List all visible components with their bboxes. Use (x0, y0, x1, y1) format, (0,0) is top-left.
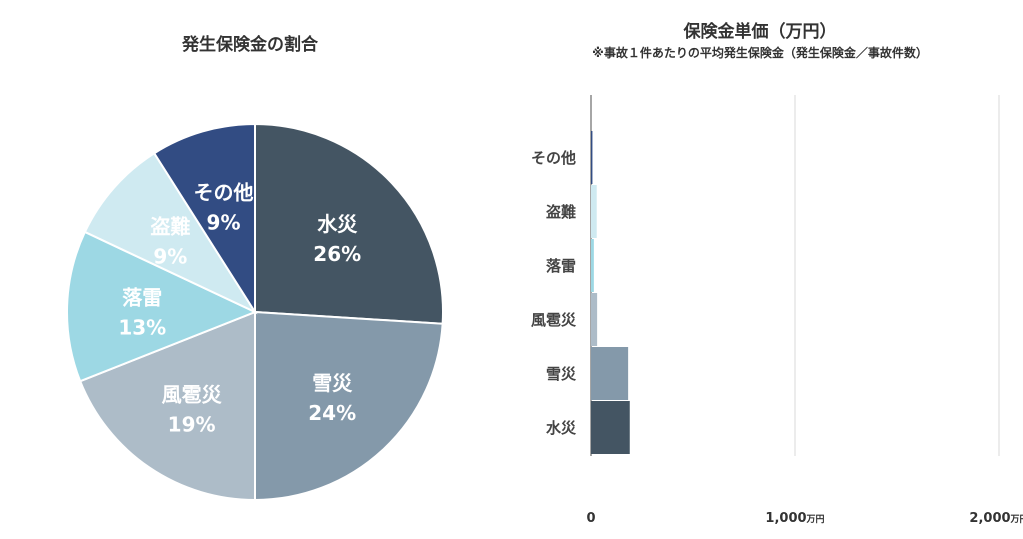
pie-percent-label: 24% (308, 401, 356, 425)
pie-chart-title: 発生保険金の割合 (182, 35, 318, 55)
pie-percent-label: 19% (168, 412, 216, 436)
bar-category-label: その他 (531, 149, 576, 167)
bar-category-label: 盗難 (546, 203, 576, 221)
pie-category-label: その他 (194, 181, 254, 205)
bar-2 (591, 185, 597, 238)
x-tick-label: 1,000万円 (765, 511, 824, 526)
pie-slice-4 (66, 230, 258, 383)
pie-percent-label: 9% (207, 211, 241, 235)
x-tick-label: 0 (586, 511, 595, 526)
pie-category-label: 雪災 (312, 371, 353, 395)
pie-slice-5 (83, 151, 258, 315)
pie-percent-label: 13% (118, 315, 166, 339)
x-tick-label: 2,000万円 (969, 511, 1023, 526)
pie-chart: 水災 26% 雪災 24% 風雹災 19% 落雷 13% 盗難 9% その他 9% (66, 122, 444, 502)
pie-percent-label: 26% (313, 242, 361, 266)
x-tick-unit: 万円 (1010, 514, 1023, 525)
bar-chart-title: 保険金単価（万円） (683, 22, 837, 42)
x-tick-unit: 万円 (806, 514, 825, 525)
bar-6 (591, 401, 630, 454)
bar-chart-subtitle: ※事故１件あたりの平均発生保険金（発生保険金／事故件数） (592, 46, 928, 60)
bar-1 (591, 131, 593, 184)
pie-slice-2 (254, 310, 444, 502)
pie-category-label: 落雷 (122, 285, 162, 309)
pie-category-label: 水災 (317, 212, 358, 236)
bar-4 (591, 293, 598, 346)
bar-category-label: 水災 (546, 419, 577, 437)
bar-3 (591, 239, 594, 292)
pie-slice-3 (78, 310, 256, 502)
pie-category-label: 風雹災 (162, 382, 223, 406)
bar-category-label: 落雷 (546, 257, 576, 275)
bar-category-label: 風雹災 (531, 311, 577, 329)
bar-category-label: 雪災 (546, 365, 577, 383)
pie-slice-1 (254, 122, 444, 325)
pie-category-label: 盗難 (150, 214, 190, 238)
bar-5 (591, 347, 629, 400)
pie-slice-6 (152, 122, 256, 316)
pie-percent-label: 9% (153, 244, 187, 268)
